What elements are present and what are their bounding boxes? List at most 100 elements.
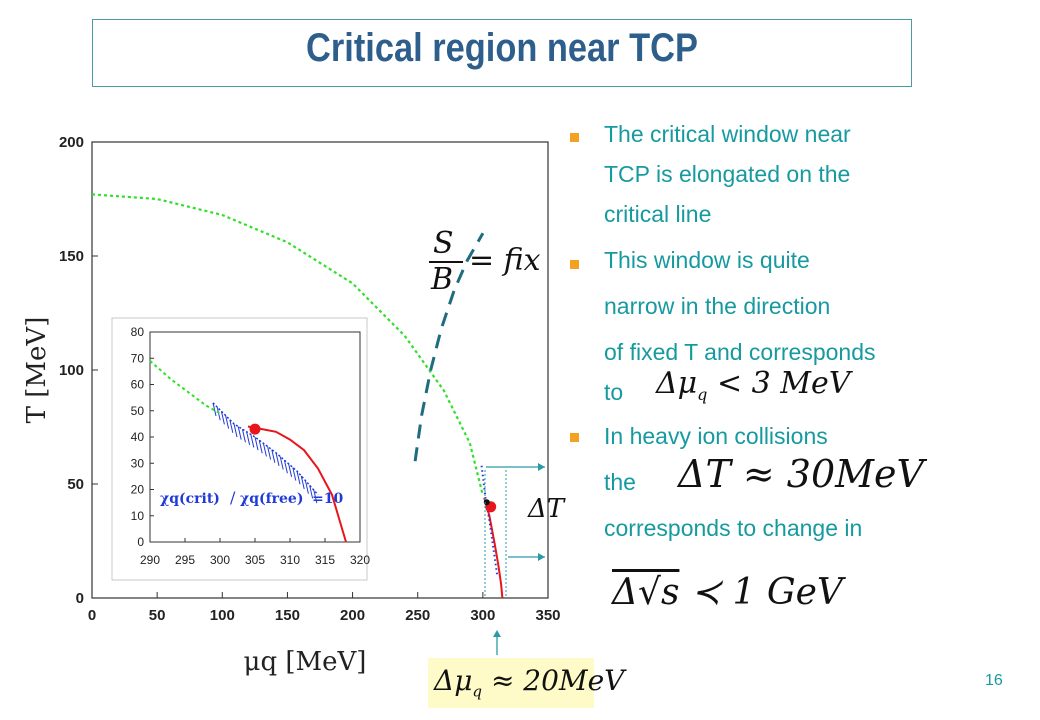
y-tick-label: 150	[59, 248, 84, 265]
y-tick-label: 0	[76, 590, 84, 607]
inset-hatch-line	[258, 440, 263, 454]
inset-hatch-line	[237, 426, 242, 440]
delta-mu-box-equation: Δμq ≈ 20MeV	[434, 664, 624, 701]
inset-hatch-line	[250, 434, 255, 448]
series-red-solid	[483, 497, 504, 599]
inset-y-tick-label: 30	[131, 456, 145, 470]
inset-hatch-line	[262, 443, 267, 457]
inset-y-tick-label: 0	[137, 535, 144, 549]
x-axis-label: μq [MeV]	[244, 647, 367, 677]
delta-sqrt-s-rhs: ≺ 1 GeV	[690, 572, 843, 613]
inset-hatch-line	[233, 423, 238, 438]
delta-t-lower-arrowhead	[538, 553, 545, 561]
inset-hatch-line	[288, 463, 293, 478]
s-over-b-denominator: B	[431, 262, 454, 297]
inset-critical-point-marker	[249, 423, 261, 435]
bullet-line-2: TCP is elongated on the	[604, 161, 851, 187]
bullet-line-10: corresponds to change in	[604, 515, 863, 541]
inset-x-tick-label: 295	[175, 553, 195, 567]
bullet-line-9: the	[604, 469, 636, 495]
x-tick-label: 150	[275, 607, 300, 624]
inset-hatch-line	[283, 459, 288, 474]
delta-sqrt-s-equation: Δ√s ≺ 1 GeV	[612, 572, 843, 613]
page-number: 16	[985, 672, 1003, 689]
delta-mu-box-rhs: ≈ 20MeV	[490, 664, 625, 697]
inset-annotation-slash: /	[230, 488, 236, 507]
bullet-marker	[570, 260, 579, 269]
series-teal-dashed	[413, 232, 485, 462]
inset-y-tick-label: 60	[131, 378, 145, 392]
x-tick-label: 250	[405, 607, 430, 624]
x-tick-label: 350	[535, 607, 560, 624]
inset-x-tick-label: 315	[315, 553, 335, 567]
x-tick-label: 300	[470, 607, 495, 624]
inset-hatch-line	[279, 456, 284, 470]
bullet-marker	[570, 133, 579, 142]
inset-x-tick-label: 290	[140, 553, 160, 567]
x-tick-label: 200	[340, 607, 365, 624]
delta-mu-box-subscript: q	[472, 682, 483, 701]
bullet-line-1: The critical window near	[604, 121, 851, 147]
inset-x-tick-label: 320	[350, 553, 370, 567]
inset-hatch-line	[229, 419, 234, 433]
delta-mu-equation: Δμq < 3 MeV	[656, 366, 850, 404]
delta-t-equation: ΔT ≈ 30MeV	[678, 452, 924, 496]
bullet-line-8: In heavy ion collisions	[604, 423, 828, 449]
s-over-b-equation: S B = fix	[425, 226, 545, 297]
inset-series-green-dotted	[149, 360, 221, 415]
series-blue-dotted	[480, 465, 499, 576]
title-box: Critical region near TCP	[92, 19, 912, 87]
x-tick-label: 50	[149, 607, 166, 624]
x-tick-label: 100	[210, 607, 235, 624]
inset-y-tick-label: 20	[131, 483, 145, 497]
inset-plot: 290 295 300 305 310 315 320 0 10 20 30 40 50 60 70 80 χq…	[111, 317, 370, 581]
inset-background	[111, 317, 368, 581]
inset-hatch-line	[300, 475, 305, 490]
inset-x-tick-label: 305	[245, 553, 265, 567]
inset-annotation-chi-free: χq(free)	[240, 491, 303, 507]
inset-series-blue-hatch	[212, 402, 319, 496]
s-over-b-rhs: = fix	[469, 243, 541, 278]
fraction-bar	[429, 261, 463, 263]
bullet-line-6: of fixed T and corresponds	[604, 339, 876, 365]
delta-mu-box: Δμq ≈ 20MeV	[428, 658, 624, 708]
plot-overlay	[484, 463, 545, 655]
bullet-line-7: to	[604, 379, 624, 405]
inset-hatch-line	[246, 431, 251, 445]
x-tick-label: 0	[88, 607, 96, 624]
inset-x-tick-label: 300	[210, 553, 230, 567]
inset-y-tick-label: 40	[131, 430, 145, 444]
delta-mu-arrowhead	[493, 630, 501, 637]
inset-hatch-line	[220, 411, 225, 425]
y-tick-label: 200	[59, 134, 84, 151]
inset-hatch-line	[241, 429, 246, 443]
delta-mu-symbol: Δμ	[656, 366, 698, 401]
inset-annotation-chi-crit: χq(crit)	[160, 491, 220, 507]
inset-hatch-line	[225, 415, 230, 429]
inset-annotation-rhs: =10	[312, 491, 343, 507]
delta-mu-rhs: < 3 MeV	[716, 366, 851, 401]
y-axis-label: T [MeV]	[22, 317, 52, 424]
delta-t-label: ΔT	[528, 494, 565, 524]
delta-sqrt-s-symbol: Δ√s	[612, 572, 680, 613]
inset-y-tick-label: 50	[131, 404, 145, 418]
inset-hatch-line	[304, 480, 309, 494]
inset-hatch-line	[267, 446, 272, 460]
bullet-line-4: This window is quite	[604, 247, 810, 273]
inset-y-tick-label: 70	[131, 351, 145, 365]
inset-hatch-line	[292, 467, 297, 481]
y-tick-label: 50	[67, 476, 84, 493]
delta-t-upper-arrowhead	[538, 463, 545, 471]
inset-hatch-line	[296, 471, 301, 485]
inset-hatch-line	[313, 489, 318, 504]
inset-hatch-line	[271, 449, 276, 463]
delta-mu-subscript: q	[697, 385, 708, 404]
bullet-line-5: narrow in the direction	[604, 293, 831, 319]
bullet-line-3: critical line	[604, 201, 712, 227]
inset-y-tick-label: 80	[131, 325, 145, 339]
inset-x-tick-label: 310	[280, 553, 300, 567]
inset-series-red-solid	[247, 425, 347, 543]
y-tick-label: 100	[59, 362, 84, 379]
